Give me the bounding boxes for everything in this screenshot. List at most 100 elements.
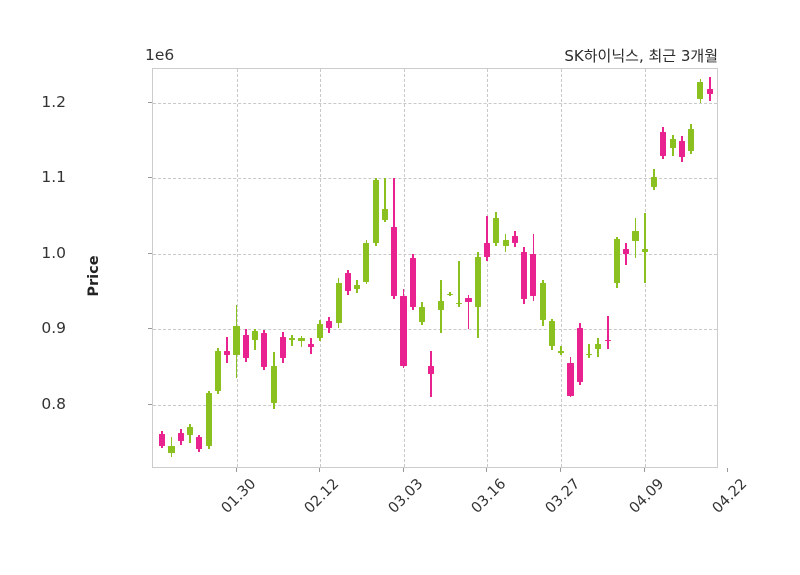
candle-body — [214, 350, 221, 392]
candle-body — [196, 437, 203, 450]
y-axis-offset-label: 1e6 — [145, 46, 175, 64]
candle-body — [502, 240, 509, 247]
candle-body — [326, 321, 333, 328]
y-tick-label: 0.8 — [41, 394, 66, 413]
x-tick-mark — [727, 468, 729, 472]
candle-body — [168, 445, 175, 454]
candle-body — [437, 301, 444, 311]
candle-body — [576, 327, 583, 383]
candle-body — [650, 176, 658, 188]
candle-body — [623, 249, 630, 254]
candle-body — [669, 139, 676, 149]
candle-wick — [384, 178, 386, 223]
candle-body — [279, 336, 286, 359]
candle-wick — [291, 334, 294, 346]
gridline-vertical — [236, 69, 238, 467]
candle-body — [511, 235, 518, 244]
y-tick-mark — [148, 403, 152, 405]
x-tick-label: 04.09 — [626, 476, 668, 517]
gridline-horizontal — [153, 253, 717, 255]
y-tick-mark — [148, 101, 152, 103]
candle-body — [660, 131, 667, 156]
candle-wick — [643, 213, 646, 283]
candle-wick — [458, 261, 461, 307]
candle-body — [316, 324, 324, 339]
candle-body — [187, 427, 194, 436]
candle-body — [688, 128, 695, 152]
candle-body — [298, 338, 305, 341]
candle-wick — [430, 350, 433, 398]
candle-body — [261, 333, 268, 368]
candle-body — [205, 392, 212, 447]
y-tick-mark — [148, 177, 152, 179]
candle-body — [697, 81, 704, 100]
candle-body — [335, 282, 342, 324]
candle-body — [344, 272, 351, 291]
candle-body — [521, 252, 528, 300]
gridline-vertical — [320, 69, 322, 467]
candle-body — [641, 248, 648, 253]
gridline-vertical — [561, 69, 563, 467]
y-tick-mark — [148, 252, 152, 254]
candle-wick — [588, 344, 590, 359]
candle-body — [493, 217, 500, 243]
candle-body — [252, 330, 259, 340]
x-tick-mark — [486, 468, 488, 472]
y-axis-title: Price — [86, 255, 102, 297]
x-tick-label: 04.22 — [709, 476, 751, 517]
candle-wick — [226, 336, 229, 364]
candle-body — [678, 140, 685, 158]
candle-body — [363, 243, 370, 282]
x-tick-mark — [402, 468, 404, 472]
candle-body — [548, 321, 556, 346]
candle-body — [354, 284, 361, 290]
candle-body — [604, 339, 611, 342]
y-tick-label: 1.2 — [41, 92, 66, 111]
candle-body — [242, 335, 249, 359]
candle-body — [419, 306, 426, 322]
candle-body — [177, 432, 184, 442]
candle-body — [391, 226, 398, 297]
gridline-horizontal — [153, 329, 717, 331]
candle-wick — [486, 216, 488, 262]
candle-body — [270, 365, 277, 403]
candle-wick — [300, 336, 303, 348]
candle-body — [307, 343, 314, 347]
candle-body — [586, 353, 593, 356]
candle-body — [558, 350, 565, 353]
plot-area[interactable] — [152, 68, 718, 468]
candle-body — [372, 179, 379, 244]
candle-body — [530, 253, 537, 297]
x-tick-mark — [319, 468, 321, 472]
x-tick-mark — [560, 468, 562, 472]
chart-title: SK하이닉스, 최근 3개월 — [564, 47, 718, 65]
candle-body — [465, 298, 472, 303]
candle-wick — [606, 315, 609, 349]
candle-wick — [467, 294, 470, 330]
candle-body — [224, 350, 231, 356]
candle-wick — [560, 345, 563, 356]
candle-body — [409, 257, 416, 307]
y-tick-label: 1.1 — [41, 168, 66, 187]
candle-body — [567, 362, 574, 396]
candle-body — [539, 283, 546, 321]
y-tick-mark — [148, 328, 152, 330]
candle-body — [595, 344, 602, 349]
candle-body — [446, 293, 453, 296]
x-tick-label: 03.03 — [385, 476, 426, 517]
x-tick-mark — [643, 468, 645, 472]
candle-body — [400, 296, 407, 366]
candle-wick — [625, 243, 628, 266]
candle-body — [474, 256, 481, 307]
x-tick-mark — [235, 468, 237, 472]
gridline-horizontal — [153, 178, 717, 180]
gridline-vertical — [487, 69, 489, 467]
candle-body — [289, 338, 296, 340]
candle-body — [428, 365, 435, 374]
candle-body — [233, 325, 240, 356]
y-tick-label: 1.0 — [41, 243, 66, 262]
candle-wick — [708, 77, 711, 102]
candle-body — [483, 243, 491, 257]
candle-body — [456, 302, 463, 305]
